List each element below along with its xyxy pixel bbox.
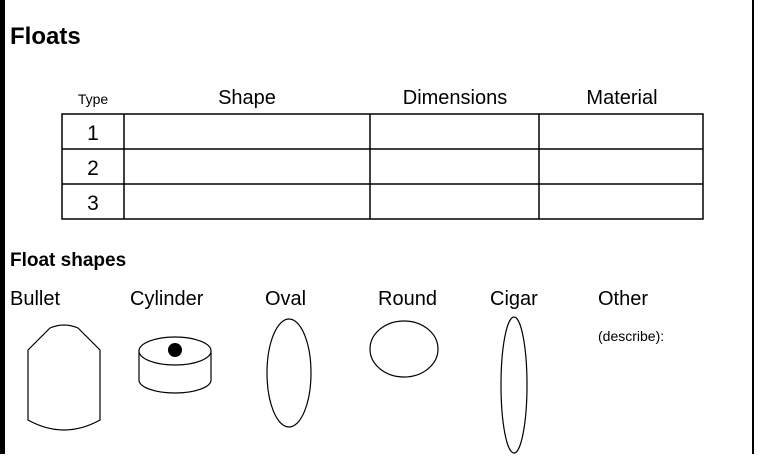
cylinder-shape	[138, 336, 212, 394]
shape-label: Oval	[265, 288, 306, 310]
column-header: Material	[586, 87, 657, 109]
shape-label: Cigar	[490, 288, 538, 310]
oval-shape	[266, 318, 312, 428]
column-header: Type	[78, 91, 109, 107]
shape-label: Round	[378, 288, 437, 310]
left-border	[0, 0, 5, 454]
table-grid	[61, 113, 704, 220]
bullet-shape	[27, 324, 101, 431]
shape-label: Other	[598, 288, 648, 310]
round-shape	[369, 320, 439, 378]
right-border	[752, 0, 754, 454]
cigar-shape	[500, 316, 528, 454]
section-title: Float shapes	[10, 250, 126, 271]
other-note: (describe):	[598, 328, 664, 344]
column-header: Dimensions	[403, 87, 507, 109]
row-type: 1	[87, 122, 99, 145]
title: Floats	[10, 23, 81, 50]
row-type: 3	[87, 192, 99, 215]
shape-label: Cylinder	[130, 288, 204, 310]
column-header: Shape	[218, 87, 276, 109]
row-type: 2	[87, 157, 99, 180]
shape-label: Bullet	[10, 288, 60, 310]
